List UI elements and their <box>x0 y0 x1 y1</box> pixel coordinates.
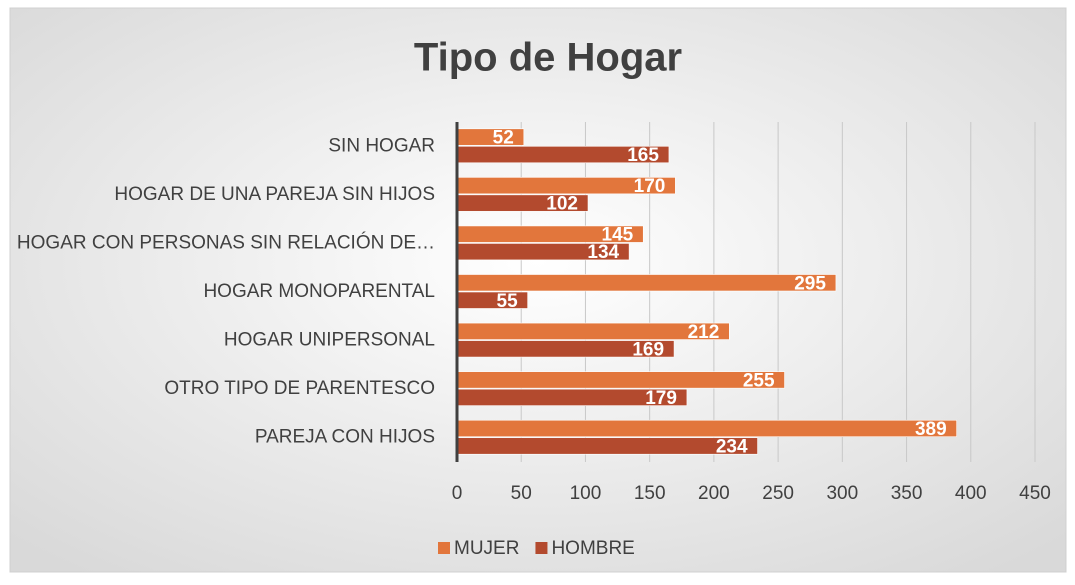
data-label: 102 <box>546 194 578 215</box>
y-tick-label: PAREJA CON HIJOS <box>255 427 435 448</box>
data-label: 145 <box>602 225 634 246</box>
y-tick-label: HOGAR MONOPARENTAL <box>203 281 435 302</box>
data-label: 134 <box>587 242 619 263</box>
bar <box>456 419 957 438</box>
y-tick-label: OTRO TIPO DE PARENTESCO <box>164 378 435 399</box>
bar <box>456 371 785 389</box>
data-label: 55 <box>497 291 519 312</box>
data-label: 179 <box>645 388 677 409</box>
x-tick-label: 200 <box>698 483 730 504</box>
x-tick-label: 250 <box>762 483 794 504</box>
data-label: 52 <box>493 128 514 149</box>
x-tick-label: 50 <box>511 483 532 504</box>
legend-swatch <box>438 542 450 554</box>
data-label: 212 <box>688 322 720 343</box>
data-label: 295 <box>794 273 826 294</box>
chart-title: Tipo de Hogar <box>414 36 682 80</box>
data-label: 169 <box>632 339 664 360</box>
x-tick-label: 350 <box>891 483 923 504</box>
data-label: 234 <box>716 436 748 457</box>
legend-label: MUJER <box>454 538 519 559</box>
y-tick-label: HOGAR DE UNA PAREJA SIN HIJOS <box>114 184 435 205</box>
legend-swatch <box>535 542 548 554</box>
x-tick-label: 0 <box>452 483 463 504</box>
data-label: 165 <box>627 145 659 166</box>
bar <box>456 437 758 455</box>
x-tick-label: 400 <box>955 483 987 504</box>
bar <box>456 274 837 292</box>
legend-label: HOMBRE <box>551 538 634 559</box>
y-tick-label: SIN HOGAR <box>328 135 435 156</box>
y-tick-label: HOGAR UNIPERSONAL <box>224 330 435 351</box>
data-label: 170 <box>634 176 666 197</box>
x-tick-label: 300 <box>826 483 858 504</box>
x-tick-label: 100 <box>570 483 602 504</box>
x-tick-label: 150 <box>634 483 666 504</box>
data-label: 389 <box>915 419 947 440</box>
x-tick-label: 450 <box>1019 483 1051 504</box>
y-tick-label: HOGAR CON PERSONAS SIN RELACIÓN DE… <box>17 231 435 253</box>
data-label: 255 <box>743 370 775 391</box>
